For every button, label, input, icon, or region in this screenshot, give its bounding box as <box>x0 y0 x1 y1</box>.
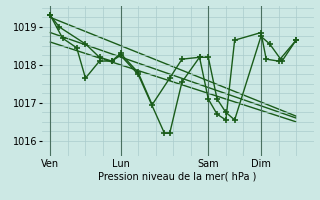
X-axis label: Pression niveau de la mer( hPa ): Pression niveau de la mer( hPa ) <box>99 172 257 182</box>
